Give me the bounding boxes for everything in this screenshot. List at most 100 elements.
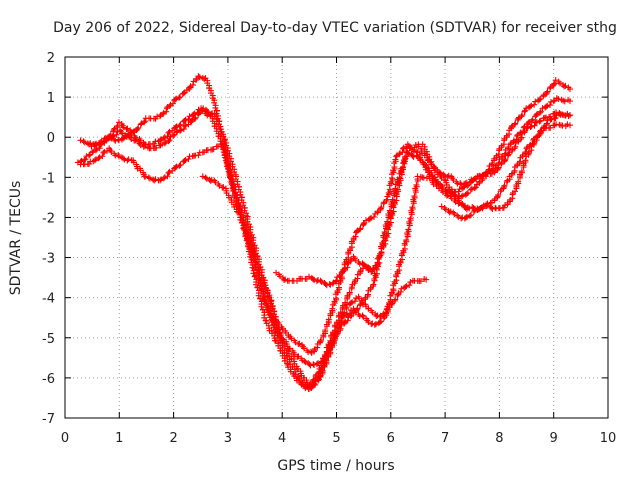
y-tick-label: -2 (42, 211, 55, 226)
data-point (504, 152, 511, 159)
data-point (195, 73, 202, 80)
data-point (469, 177, 476, 184)
data-point (178, 126, 185, 133)
data-point (533, 137, 540, 144)
data-point (351, 298, 358, 305)
data-point (140, 143, 147, 150)
data-point (548, 116, 555, 123)
y-tick-label: -6 (42, 372, 55, 387)
data-point (543, 89, 550, 96)
data-point (172, 124, 179, 131)
data-point (371, 270, 378, 277)
data-point (564, 121, 571, 128)
data-point (503, 178, 510, 185)
data-point (528, 123, 535, 130)
data-point (550, 98, 557, 105)
data-point (371, 321, 378, 328)
data-point (522, 157, 529, 164)
data-point (146, 175, 153, 182)
data-point (501, 157, 508, 164)
data-point (393, 153, 400, 160)
data-point (92, 156, 99, 163)
data-point (383, 309, 390, 316)
data-point (110, 126, 117, 133)
data-point (552, 115, 559, 122)
data-point (322, 327, 329, 334)
data-point (491, 169, 498, 176)
series-track-6 (273, 253, 378, 289)
data-point (138, 120, 145, 127)
data-point (370, 214, 377, 221)
data-point (172, 164, 179, 171)
data-point (91, 142, 98, 149)
x-tick-label: 2 (169, 431, 177, 446)
data-point (347, 300, 354, 307)
data-point (174, 128, 181, 135)
data-point (306, 273, 312, 280)
data-point (523, 105, 530, 112)
data-point (96, 154, 103, 161)
y-tick-label: -1 (42, 171, 55, 186)
data-point (101, 148, 108, 155)
data-point (344, 317, 351, 324)
data-point (98, 138, 105, 145)
y-tick-label: 1 (47, 91, 55, 106)
data-point (182, 122, 189, 129)
data-point (100, 149, 107, 156)
data-point (323, 357, 330, 364)
data-point (537, 108, 544, 115)
data-point (517, 135, 524, 142)
data-point (526, 118, 533, 125)
y-tick-label: -4 (42, 292, 55, 307)
data-point (315, 360, 322, 367)
series-track-7 (419, 141, 470, 213)
data-point (353, 228, 360, 235)
data-point (336, 273, 343, 280)
data-point (409, 204, 416, 211)
data-point (83, 153, 90, 160)
data-point (110, 132, 117, 139)
data-point (152, 176, 159, 183)
data-point (137, 121, 144, 128)
data-point (166, 128, 173, 135)
data-point (89, 149, 96, 156)
data-point (165, 129, 172, 136)
data-point (181, 157, 188, 164)
x-tick-label: 9 (550, 431, 558, 446)
data-point (91, 157, 98, 164)
series-track-4 (88, 105, 573, 356)
data-point (441, 204, 448, 211)
data-point (544, 102, 551, 109)
data-point (176, 122, 183, 129)
data-point (411, 193, 418, 200)
data-point (536, 109, 543, 116)
data-point (495, 164, 502, 171)
data-point (406, 282, 413, 289)
data-point (462, 214, 469, 221)
data-point (309, 383, 316, 390)
data-point (511, 121, 518, 128)
data-point (523, 125, 530, 132)
data-point (479, 205, 486, 212)
data-point (518, 168, 525, 175)
data-point (141, 118, 148, 125)
data-point (497, 188, 504, 195)
data-point (546, 102, 553, 109)
data-point (315, 377, 322, 384)
data-point (376, 319, 383, 326)
data-point (332, 329, 339, 336)
data-point (189, 117, 196, 124)
data-point (332, 278, 339, 285)
data-point (536, 96, 543, 103)
data-point (90, 148, 97, 155)
data-point (356, 226, 363, 233)
data-point (160, 110, 167, 117)
data-point (458, 181, 465, 188)
data-point (555, 96, 562, 103)
data-point (346, 289, 353, 296)
data-point (318, 278, 325, 285)
data-point (502, 156, 509, 163)
data-point (528, 102, 535, 109)
data-point (529, 116, 536, 123)
x-tick-label: 10 (600, 431, 617, 446)
